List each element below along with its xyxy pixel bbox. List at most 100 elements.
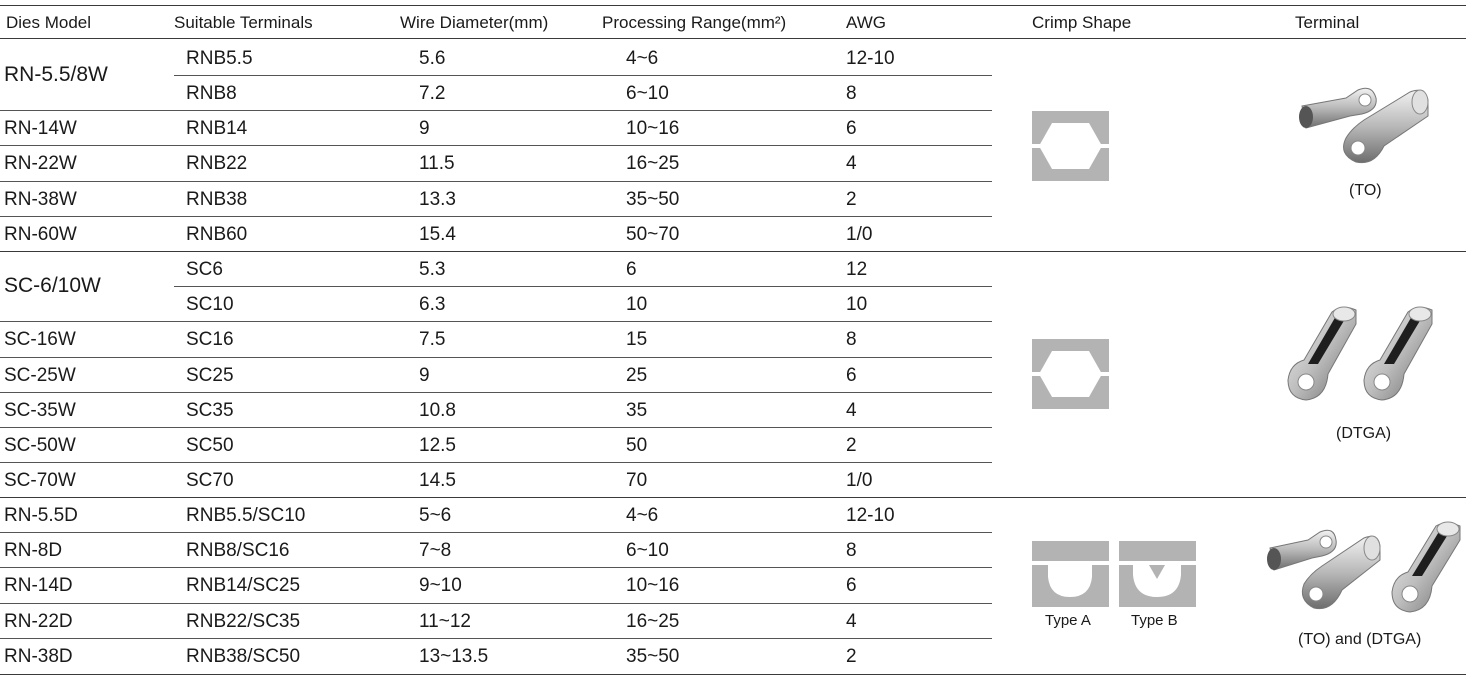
wire-diameter-cell: 7.2: [419, 83, 446, 104]
awg-cell: 4: [846, 611, 857, 632]
processing-range-cell: 50: [626, 435, 648, 456]
dies-model-cell: SC-70W: [4, 470, 76, 491]
terminal-cell: RNB5.5: [186, 48, 253, 69]
processing-range-cell: 10: [626, 294, 648, 315]
wire-diameter-cell: 12.5: [419, 435, 456, 456]
crimp-type-label: Type B: [1131, 612, 1178, 629]
processing-range-cell: 25: [626, 365, 648, 386]
wire-diameter-cell: 9: [419, 365, 430, 386]
processing-range-cell: 70: [626, 470, 648, 491]
awg-cell: 1/0: [846, 224, 873, 245]
dies-model-cell: RN-22W: [4, 153, 77, 174]
awg-cell: 12-10: [846, 48, 895, 69]
row-rule: [0, 392, 992, 393]
dies-model-cell: RN-22D: [4, 611, 73, 632]
indent-crimp-type-a-icon: [1032, 541, 1109, 607]
terminal-cell: RNB60: [186, 224, 248, 245]
processing-range-cell: 4~6: [626, 505, 659, 526]
wire-diameter-cell: 13~13.5: [419, 646, 489, 667]
processing-range-cell: 35~50: [626, 646, 680, 667]
awg-cell: 2: [846, 189, 857, 210]
group-rule-1: [0, 251, 1466, 252]
awg-cell: 2: [846, 435, 857, 456]
awg-cell: 1/0: [846, 470, 873, 491]
header-rule: [0, 38, 1466, 39]
row-rule: [0, 567, 992, 568]
indent-crimp-type-b-icon: [1119, 541, 1196, 607]
dies-model-cell: SC-35W: [4, 400, 76, 421]
row-rule: [0, 532, 992, 533]
wire-diameter-cell: 11.5: [419, 153, 455, 174]
row-rule: [174, 75, 992, 76]
dies-model-cell: SC-50W: [4, 435, 76, 456]
dies-model-cell: SC-6/10W: [4, 274, 101, 297]
terminal-cell: SC50: [186, 435, 234, 456]
terminal-cell: RNB5.5/SC10: [186, 505, 306, 526]
terminal-cell: RNB8/SC16: [186, 540, 290, 561]
processing-range-cell: 10~16: [626, 118, 680, 139]
processing-range-cell: 6: [626, 259, 637, 280]
dies-model-cell: RN-14D: [4, 575, 73, 596]
awg-cell: 6: [846, 118, 857, 139]
row-rule: [0, 603, 992, 604]
terminal-cell: RNB22/SC35: [186, 611, 301, 632]
row-rule: [0, 321, 992, 322]
terminal-cell: RNB8: [186, 83, 237, 104]
awg-cell: 6: [846, 365, 857, 386]
terminal-cell: RNB38: [186, 189, 248, 210]
row-rule: [0, 181, 992, 182]
wire-diameter-cell: 11~12: [419, 611, 471, 632]
wire-diameter-cell: 5.3: [419, 259, 446, 280]
hexagon-crimp-icon: [1032, 339, 1109, 409]
header-wire-diameter: Wire Diameter(mm): [400, 13, 549, 32]
wire-diameter-cell: 9~10: [419, 575, 462, 596]
crimp-type-label: Type A: [1045, 612, 1091, 629]
processing-range-cell: 6~10: [626, 540, 669, 561]
terminal-cell: SC6: [186, 259, 223, 280]
wire-diameter-cell: 10.8: [419, 400, 456, 421]
terminal-cell: RNB38/SC50: [186, 646, 301, 667]
terminal-cell: SC25: [186, 365, 234, 386]
table-bottom-rule: [0, 674, 1466, 675]
row-rule: [0, 357, 992, 358]
ring-terminal-icon: [1299, 87, 1429, 164]
processing-range-cell: 6~10: [626, 83, 669, 104]
terminal-cell: RNB14: [186, 118, 248, 139]
processing-range-cell: 4~6: [626, 48, 659, 69]
awg-cell: 8: [846, 329, 857, 350]
awg-cell: 2: [846, 646, 857, 667]
row-rule: [0, 110, 992, 111]
wire-diameter-cell: 7.5: [419, 329, 446, 350]
wire-diameter-cell: 9: [419, 118, 430, 139]
terminal-cell: SC35: [186, 400, 234, 421]
header-crimp-shape: Crimp Shape: [1032, 13, 1132, 32]
header-processing-range: Processing Range(mm²): [602, 13, 787, 32]
wire-diameter-cell: 5.6: [419, 48, 446, 69]
terminal-caption: (TO) and (DTGA): [1298, 631, 1422, 648]
processing-range-cell: 35: [626, 400, 648, 421]
row-rule: [174, 286, 992, 287]
processing-range-cell: 15: [626, 329, 648, 350]
awg-cell: 10: [846, 294, 868, 315]
copper-tube-lug-icon: [1287, 306, 1433, 401]
row-rule: [0, 145, 992, 146]
mixed-terminals-icon: [1267, 521, 1461, 613]
awg-cell: 8: [846, 83, 857, 104]
awg-cell: 12: [846, 259, 868, 280]
row-rule: [0, 216, 992, 217]
dies-model-cell: RN-14W: [4, 118, 77, 139]
awg-cell: 6: [846, 575, 857, 596]
dies-model-cell: RN-8D: [4, 540, 63, 561]
wire-diameter-cell: 7~8: [419, 540, 452, 561]
dies-model-cell: RN-38W: [4, 189, 77, 210]
processing-range-cell: 50~70: [626, 224, 680, 245]
group-rule-2: [0, 497, 1466, 498]
header-terminal: Terminal: [1295, 13, 1360, 32]
dies-model-cell: RN-38D: [4, 646, 73, 667]
awg-cell: 4: [846, 153, 857, 174]
header-suitable-terminals: Suitable Terminals: [174, 13, 313, 32]
processing-range-cell: 35~50: [626, 189, 680, 210]
dies-model-cell: RN-60W: [4, 224, 77, 245]
awg-cell: 4: [846, 400, 857, 421]
